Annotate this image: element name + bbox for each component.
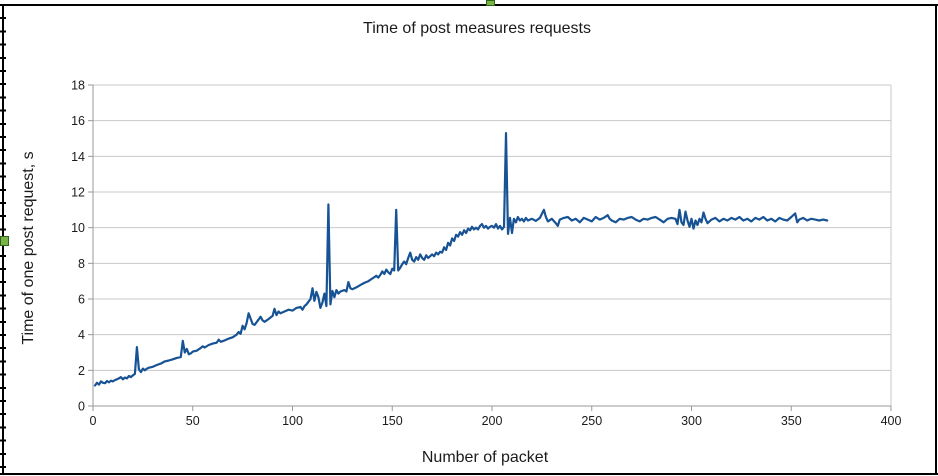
y-tick-label: 0: [78, 400, 85, 414]
selection-handle-top[interactable]: [486, 0, 495, 6]
sheet-border-top: [0, 4, 938, 6]
gridlines: [93, 84, 892, 406]
x-tick-label: 250: [581, 414, 602, 428]
sheet-border-bottom: [0, 473, 938, 475]
x-tick-label: 0: [90, 414, 97, 428]
y-tick-label: 14: [71, 150, 85, 164]
x-tick-label: 400: [881, 414, 902, 428]
sheet-border-right: [935, 4, 937, 475]
y-tick-label: 16: [71, 114, 85, 128]
y-tick-label: 12: [71, 186, 85, 200]
x-tick-label: 100: [282, 414, 303, 428]
axis-tick-labels: 0 2 4 6 8 10 12 14 16 18 0 50 100 150 200 250 300 350 400: [71, 79, 901, 429]
x-tick-label: 150: [382, 414, 403, 428]
y-tick-label: 8: [78, 257, 85, 271]
x-tick-label: 300: [681, 414, 702, 428]
y-tick-label: 6: [78, 293, 85, 307]
series-line: [93, 132, 829, 387]
x-tick-label: 50: [186, 414, 200, 428]
chart-title: Time of post measures requests: [363, 20, 591, 37]
y-tick-label: 2: [78, 364, 85, 378]
x-axis-title: Number of packet: [422, 449, 549, 466]
axes: [88, 84, 892, 411]
y-tick-label: 10: [71, 221, 85, 235]
y-tick-label: 4: [78, 328, 85, 342]
x-tick-label: 200: [482, 414, 503, 428]
y-axis-title: Time of one post request, s: [20, 151, 37, 344]
y-tick-label: 18: [71, 79, 85, 93]
selection-handle-left[interactable]: [0, 236, 9, 246]
x-tick-label: 350: [781, 414, 802, 428]
